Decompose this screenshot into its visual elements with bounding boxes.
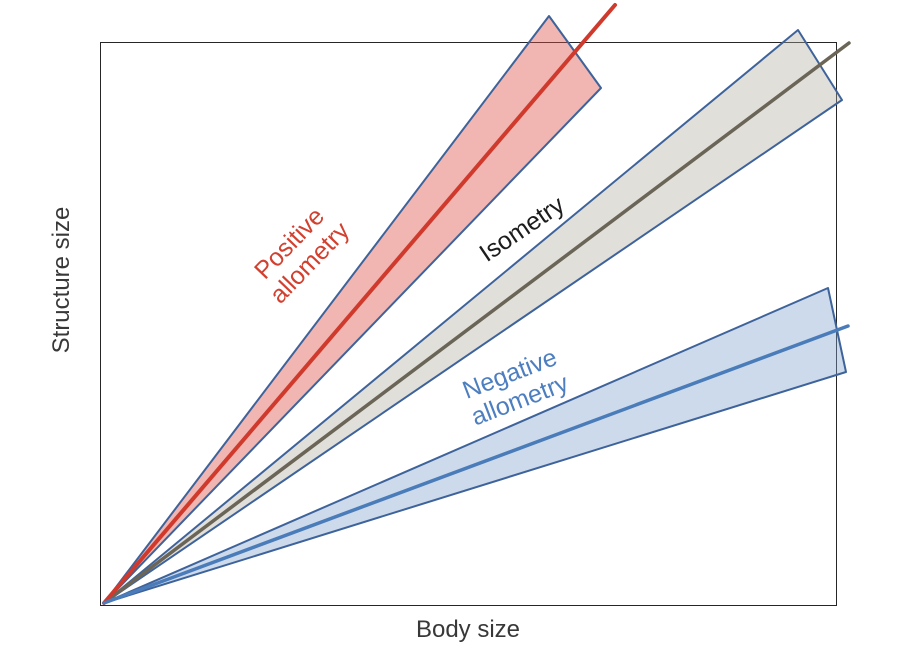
negative-allometry-line	[102, 324, 850, 605]
isometry-line	[102, 41, 851, 605]
y-axis-label: Structure size	[48, 206, 75, 354]
x-axis-label: Body size	[415, 616, 521, 643]
positive-allometry-line	[102, 3, 617, 605]
